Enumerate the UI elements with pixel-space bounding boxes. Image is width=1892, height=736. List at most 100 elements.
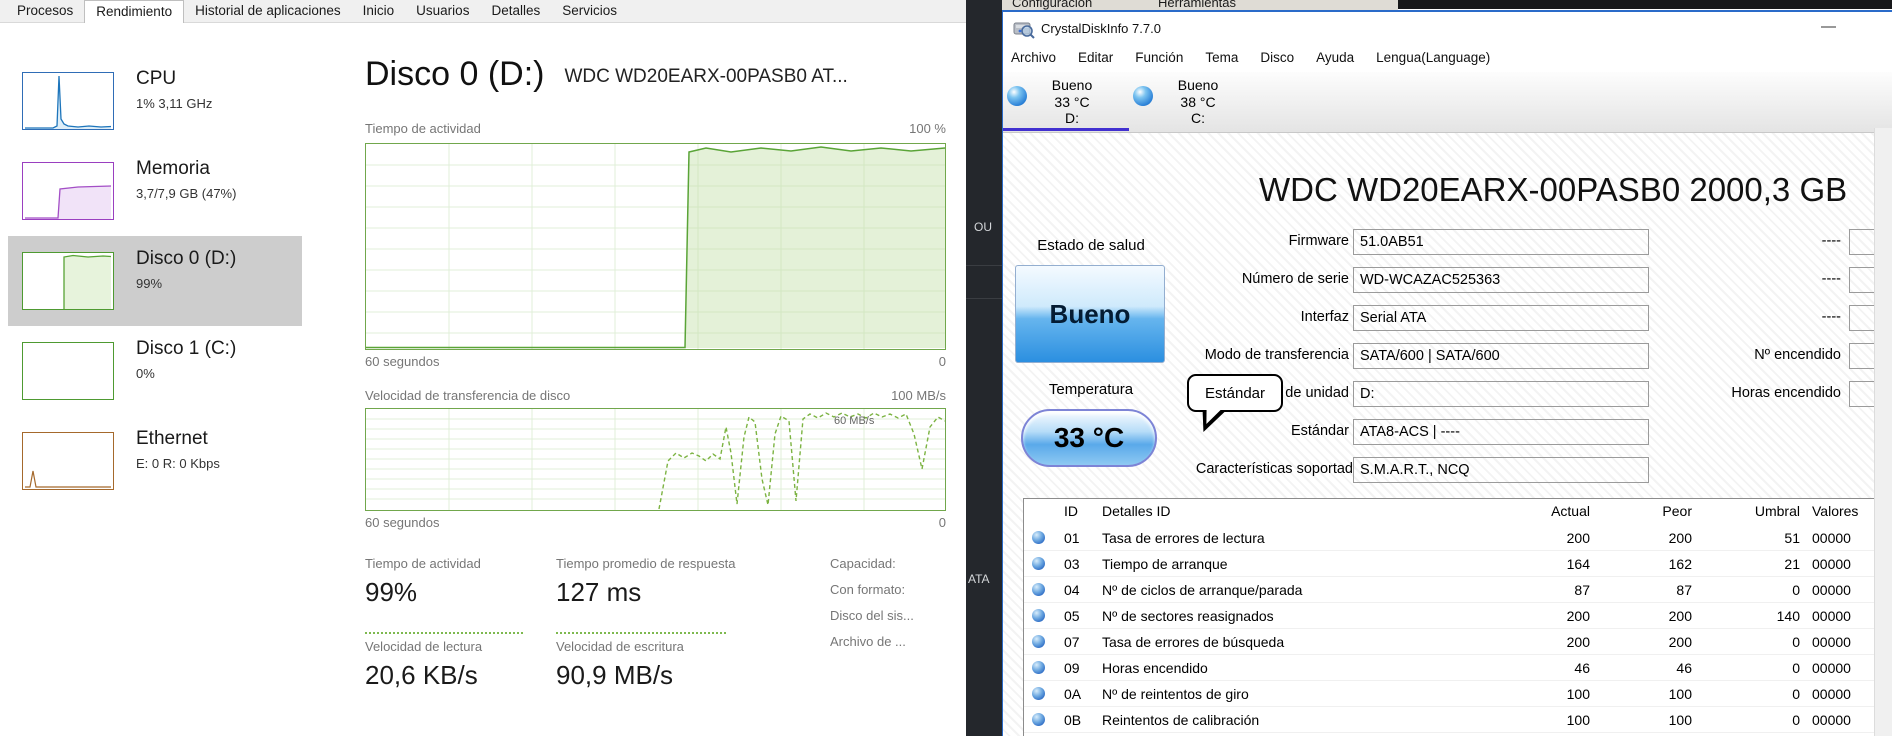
tab-detalles[interactable]: Detalles [491,3,541,18]
cell-actual: 200 [1566,530,1590,546]
menu-lengua[interactable]: Lengua(Language) [1376,50,1491,65]
activity-graph [365,143,946,350]
cell-detalles: Reintentos de calibración [1102,712,1260,728]
drive-c-letter: C: [1191,110,1205,126]
memoria-mini-chart [22,162,114,220]
drive-tab-d[interactable]: Bueno 33 °C D: [1003,72,1129,133]
tab-inicio[interactable]: Inicio [362,3,395,18]
cell-id: 05 [1064,608,1080,624]
tab-servicios[interactable]: Servicios [562,3,617,18]
tab-rendimiento[interactable]: Rendimiento [84,0,185,23]
cell-valores: 00000 [1812,686,1851,702]
cell-peor: 200 [1668,608,1692,624]
field-value-modo: SATA/600 | SATA/600 [1353,343,1649,369]
stat-read-speed-label: Velocidad de lectura [365,639,483,654]
smart-table-row[interactable]: 03 Tiempo de arranque 164 162 21 00000 [1024,551,1878,577]
menu-tema[interactable]: Tema [1205,50,1239,65]
sidebar-item-ethernet[interactable]: Ethernet E: 0 R: 0 Kbps [8,416,302,506]
attribute-status-icon [1032,713,1045,726]
temperature-label: Temperatura [1048,381,1134,398]
info-archivo-de: Archivo de ... [830,634,906,649]
drive-c-temp: 38 °C [1180,93,1216,110]
tab-usuarios[interactable]: Usuarios [416,3,470,18]
disk-panel-title: Disco 0 (D:) [365,55,545,93]
drive-d-status: Bueno [1051,77,1093,93]
background-menu-herramientas[interactable]: Herramientas [1158,0,1237,10]
field-label-firmware: Firmware [1288,233,1349,249]
cell-umbral: 0 [1792,712,1800,728]
field-value-letra-unidad: D: [1353,381,1649,407]
transfer-graph-label: Velocidad de transferencia de disco [365,388,571,403]
menu-archivo[interactable]: Archivo [1011,50,1057,65]
col-header-id[interactable]: ID [1064,503,1078,519]
info-disco-del-sistema: Disco del sis... [830,608,914,623]
smart-table-row[interactable]: 09 Horas encendido 46 46 0 00000 [1024,655,1878,681]
smart-table-row[interactable]: 04 Nº de ciclos de arranque/parada 87 87 0 00… [1024,577,1878,603]
stat-response-time-value: 127 ms [556,577,642,607]
selected-drive-underline [1003,128,1129,131]
menu-ayuda[interactable]: Ayuda [1316,50,1355,65]
col-header-detalles[interactable]: Detalles ID [1102,503,1171,519]
cell-umbral: 0 [1792,634,1800,650]
cell-peor: 100 [1668,712,1692,728]
field-value-estandar: ATA8-ACS | ---- [1353,419,1649,445]
cell-detalles: Nº de ciclos de arranque/parada [1102,582,1303,598]
cell-detalles: Tasa de errores de lectura [1102,530,1265,546]
sidebar-item-memoria[interactable]: Memoria 3,7/7,9 GB (47%) [8,146,302,236]
smart-table-row[interactable]: 07 Tasa de errores de búsqueda 200 200 0 0000… [1024,629,1878,655]
smart-table-row[interactable]: 05 Nº de sectores reasignados 200 200 140 000… [1024,603,1878,629]
sidebar-item-disco1[interactable]: Disco 1 (C:) 0% [8,326,302,416]
background-menu-configuracion[interactable]: Configuración [1012,0,1093,10]
tab-procesos[interactable]: Procesos [17,3,74,18]
smart-attribute-table[interactable]: ID Detalles ID Actual Peor Umbral Valore… [1023,498,1879,736]
smart-table-row[interactable]: 01 Tasa de errores de lectura 200 200 51 0000… [1024,525,1878,551]
vertical-scrollbar[interactable] [1874,128,1892,736]
field-value-serial: WD-WCAZAC525363 [1353,267,1649,293]
menu-disco[interactable]: Disco [1260,50,1295,65]
temperature-button[interactable]: 33 °C [1021,409,1157,467]
col-header-umbral[interactable]: Umbral [1754,503,1800,519]
cell-peor: 200 [1668,530,1692,546]
activity-graph-labels: Tiempo de actividad 100 % [365,121,946,136]
sidebar-item-cpu[interactable]: CPU 1% 3,11 GHz [8,56,302,146]
smart-table-row[interactable]: 0A Nº de reintentos de giro 100 100 0 00000 [1024,681,1878,707]
drive-d-letter: D: [1065,110,1079,126]
right-field-box-power-hours [1849,381,1892,407]
cell-id: 01 [1064,530,1080,546]
menu-editar[interactable]: Editar [1078,50,1114,65]
transfer-graph: 60 MB/s [365,408,946,511]
right-field-box-power-count [1849,343,1892,369]
field-label-serial: Número de serie [1241,271,1349,287]
cell-umbral: 51 [1784,530,1800,546]
cdi-title-bar[interactable]: CrystalDiskInfo 7.7.0 — [1003,12,1892,46]
smart-table-row[interactable]: 0B Reintentos de calibración 100 100 0 00000 [1024,707,1878,733]
stat-read-speed-value: 20,6 KB/s [365,660,478,690]
stat-active-time-label: Tiempo de actividad [365,556,481,571]
menu-funcion[interactable]: Función [1135,50,1184,65]
attribute-status-icon [1032,557,1045,570]
activity-graph-xaxis: 60 segundos [365,354,440,369]
cell-peor: 46 [1676,660,1692,676]
tab-historial[interactable]: Historial de aplicaciones [195,3,341,18]
stat-write-speed-label: Velocidad de escritura [556,639,684,654]
transfer-graph-labels: Velocidad de transferencia de disco 100 … [365,388,946,403]
cell-detalles: Tiempo de arranque [1102,556,1228,572]
strip-divider [966,265,1002,266]
drive-status-icon [1007,86,1027,106]
minimize-icon[interactable]: — [1821,18,1836,35]
col-header-peor[interactable]: Peor [1662,503,1692,519]
drive-tab-c[interactable]: Bueno 38 °C C: [1129,72,1255,133]
sidebar-item-disco0[interactable]: Disco 0 (D:) 99% [8,236,302,326]
attribute-status-icon [1032,583,1045,596]
health-status-button[interactable]: Bueno [1015,265,1165,363]
sidebar-disco0-title: Disco 0 (D:) [136,248,237,269]
stat-read-speed: Velocidad de lectura 20,6 KB/s [365,632,523,691]
col-header-actual[interactable]: Actual [1551,503,1590,519]
cell-peor: 200 [1668,634,1692,650]
cell-id: 03 [1064,556,1080,572]
col-header-valores[interactable]: Valores [1812,503,1859,519]
cdi-window-title: CrystalDiskInfo 7.7.0 [1041,21,1161,36]
sidebar-disco1-title: Disco 1 (C:) [136,338,237,359]
cell-valores: 00000 [1812,660,1851,676]
right-field-value-1: ---- [1821,233,1841,249]
